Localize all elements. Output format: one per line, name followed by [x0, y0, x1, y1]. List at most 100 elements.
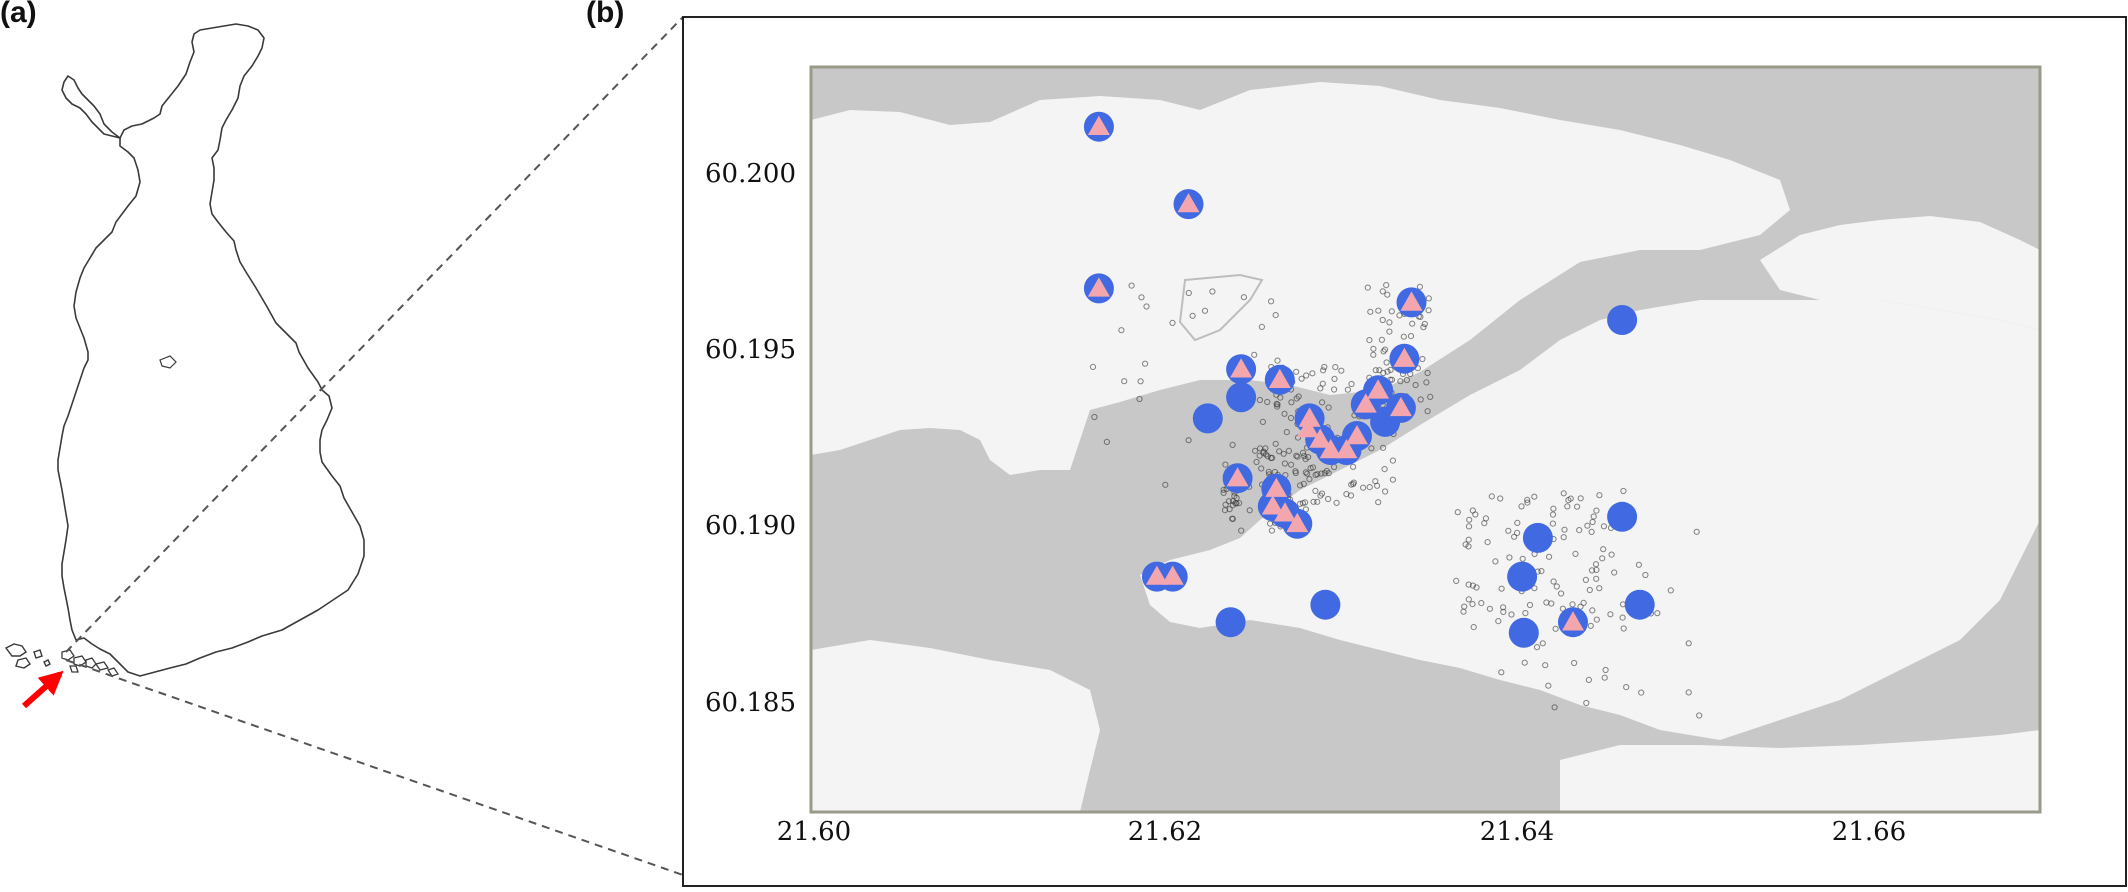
observation-point — [1619, 614, 1626, 621]
y-tick-label-60-190: 60.190 — [705, 511, 796, 541]
observation-point — [1427, 393, 1434, 400]
observation-point — [1421, 320, 1428, 328]
observation-point — [1593, 575, 1600, 582]
observation-point — [1531, 585, 1538, 592]
observation-point — [1526, 601, 1534, 609]
observation-point — [1642, 571, 1649, 579]
observation-point — [1685, 640, 1692, 647]
observation-point — [1552, 625, 1559, 632]
observation-point — [1256, 396, 1264, 404]
observation-point — [1142, 360, 1149, 367]
panel-b-label: (b) — [586, 0, 625, 29]
site-triangle-marker — [1296, 418, 1319, 438]
observation-point — [1667, 587, 1674, 594]
observation-point — [1417, 396, 1424, 403]
observation-point — [1584, 522, 1591, 529]
observation-point — [1460, 608, 1467, 615]
observation-point — [1472, 511, 1479, 518]
observation-point — [1380, 369, 1387, 377]
panel-b-frame — [682, 16, 2127, 887]
observation-point — [1465, 536, 1472, 543]
observation-point — [1521, 659, 1528, 666]
finland-outline — [57, 23, 365, 677]
observation-point — [1314, 471, 1321, 478]
observation-point — [1143, 303, 1150, 310]
observation-point — [1386, 328, 1393, 335]
observation-point — [1551, 704, 1558, 711]
observation-point — [1162, 481, 1169, 488]
observation-point — [1229, 515, 1236, 522]
observation-point — [1383, 282, 1390, 289]
observation-point — [1288, 461, 1295, 468]
site-triangle-marker — [1309, 428, 1332, 448]
observation-point — [1407, 333, 1415, 340]
observation-point — [1412, 381, 1419, 389]
observation-point — [1569, 601, 1576, 608]
observation-point — [1409, 320, 1416, 327]
observation-point — [1232, 500, 1239, 507]
observation-point — [1550, 578, 1557, 585]
site-triangle-marker — [1286, 512, 1309, 533]
observation-point — [1638, 689, 1645, 696]
observation-point — [1294, 453, 1301, 460]
observation-point — [1303, 372, 1310, 379]
observation-point — [1304, 470, 1311, 477]
observation-point — [1299, 449, 1307, 456]
observation-point — [1465, 581, 1472, 588]
observation-point — [1333, 499, 1340, 506]
observation-point — [1318, 470, 1325, 477]
observation-point — [1366, 484, 1373, 491]
observation-point — [1596, 492, 1603, 499]
observation-point — [1253, 458, 1260, 466]
observation-point — [1331, 386, 1338, 393]
observation-point — [1488, 493, 1495, 500]
observation-point — [1425, 307, 1432, 314]
observation-point — [1478, 600, 1485, 607]
observation-point — [1294, 434, 1302, 441]
observation-point — [1596, 585, 1603, 592]
observation-point — [1372, 367, 1379, 374]
site-triangle-marker — [1354, 393, 1377, 413]
observation-point — [1623, 684, 1630, 691]
observation-point — [1473, 584, 1480, 591]
observation-point — [1389, 457, 1397, 464]
observation-point — [1268, 298, 1275, 305]
observation-point — [1495, 618, 1502, 625]
site-circle-marker — [1310, 589, 1341, 620]
observation-point — [1519, 555, 1526, 562]
observation-point — [1542, 662, 1549, 669]
observation-point — [1400, 333, 1407, 340]
observation-point — [1560, 490, 1567, 497]
observation-point — [1379, 288, 1386, 295]
observation-point — [1574, 503, 1581, 510]
observation-point — [1375, 499, 1382, 506]
observation-point — [1500, 608, 1507, 616]
observation-point — [1696, 712, 1703, 719]
observation-point — [1580, 599, 1587, 607]
observation-point — [1320, 367, 1327, 374]
observation-point — [1590, 513, 1597, 520]
site-triangle-marker — [1298, 407, 1321, 427]
observation-point — [1539, 640, 1546, 647]
y-axis: 60.200 60.195 60.190 60.185 — [705, 159, 796, 718]
observation-point — [1498, 669, 1505, 676]
observation-point — [1314, 498, 1321, 505]
observation-point — [1238, 527, 1245, 534]
observation-point — [1169, 319, 1176, 326]
observation-point — [1600, 523, 1608, 530]
site-circle-marker — [1607, 305, 1638, 335]
observation-point — [1258, 465, 1265, 472]
observation-point — [1469, 582, 1477, 589]
site-triangle-marker — [1268, 368, 1291, 388]
observation-point — [1285, 447, 1293, 454]
observation-point — [1585, 676, 1593, 684]
observation-point — [1380, 348, 1387, 355]
site-triangle-marker — [1319, 439, 1342, 459]
observation-point — [1462, 541, 1469, 548]
connector-line-top — [65, 16, 684, 653]
observation-point — [1538, 568, 1545, 575]
observation-point — [1309, 370, 1316, 377]
aland-islands — [4, 643, 51, 669]
site-triangle-marker — [1389, 396, 1412, 417]
observation-point — [1397, 378, 1404, 385]
